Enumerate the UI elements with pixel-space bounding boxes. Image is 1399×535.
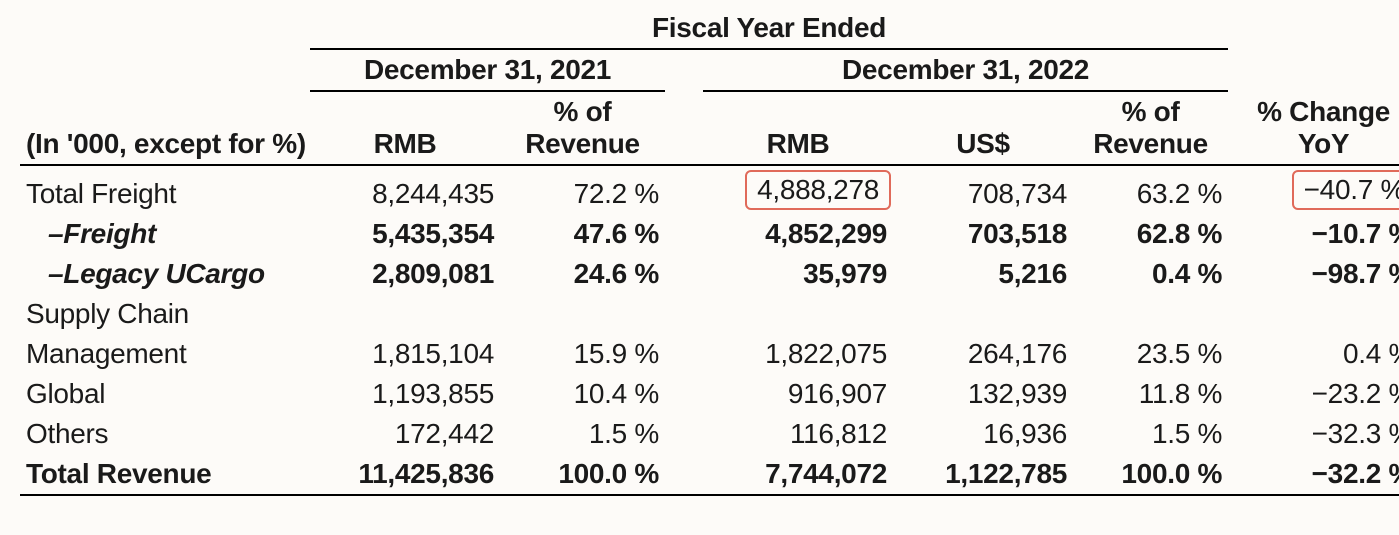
cell-rmb-2021: 2,809,081: [310, 254, 500, 294]
cell-pct-2021: 10.4 %: [500, 374, 665, 414]
cell-pct-2022: 1.5 %: [1073, 414, 1228, 454]
cell-rmb-2022: 916,907: [703, 374, 893, 414]
pct-2021-header: % ofRevenue: [500, 91, 665, 165]
cell-yoy: −98.7 %: [1228, 254, 1399, 294]
cell-pct-2022: 62.8 %: [1073, 214, 1228, 254]
row-label: Supply Chain: [20, 294, 310, 334]
cell-rmb-2021: 5,435,354: [310, 214, 500, 254]
table-row: Others172,4421.5 %116,81216,9361.5 %−32.…: [20, 414, 1399, 454]
row-label: –Legacy UCargo: [20, 254, 310, 294]
cell-pct-2022: 11.8 %: [1073, 374, 1228, 414]
table-row: Management1,815,10415.9 % 1,822,075264,17…: [20, 334, 1399, 374]
cell-pct-2021: 1.5 %: [500, 414, 665, 454]
cell-rmb-2022: 4,852,299: [703, 214, 893, 254]
cell: 264,176: [893, 334, 1073, 374]
row-label-header: (In '000, except for %): [26, 128, 306, 159]
cell-rmb-2021: 172,442: [310, 414, 500, 454]
cell: 15.9 %: [500, 334, 665, 374]
cell-usd-2022: 1,122,785: [893, 454, 1073, 495]
cell-usd-2022: 132,939: [893, 374, 1073, 414]
table-header: (In '000, except for %) Fiscal Year Ende…: [20, 8, 1399, 165]
table-row: Global1,193,85510.4 % 916,907132,93911.8 …: [20, 374, 1399, 414]
cell-pct-2022: 100.0 %: [1073, 454, 1228, 495]
revenue-table: (In '000, except for %) Fiscal Year Ende…: [20, 8, 1399, 496]
cell-yoy: −40.7 %: [1228, 165, 1399, 214]
cell-yoy: −32.2 %: [1228, 454, 1399, 495]
cell-rmb-2021: 1,193,855: [310, 374, 500, 414]
row-label: Total Freight: [20, 165, 310, 214]
cell-rmb-2022: 116,812: [703, 414, 893, 454]
cell-yoy: −23.2 %: [1228, 374, 1399, 414]
cell-usd-2022: 708,734: [893, 165, 1073, 214]
cell: 1,815,104: [310, 334, 500, 374]
cell-rmb-2022: 7,744,072: [703, 454, 893, 495]
pct-2022-header: % ofRevenue: [1073, 91, 1228, 165]
rmb-2021-header: RMB: [310, 91, 500, 165]
cell-rmb-2021: 11,425,836: [310, 454, 500, 495]
cell-pct-2022: 0.4 %: [1073, 254, 1228, 294]
cell: 0.4 %: [1228, 334, 1399, 374]
table-row: –Freight5,435,35447.6 % 4,852,299703,5186…: [20, 214, 1399, 254]
yoy-header: % ChangeYoY: [1234, 96, 1399, 160]
cell-usd-2022: 5,216: [893, 254, 1073, 294]
row-label: Total Revenue: [20, 454, 310, 495]
cell-rmb-2021: 8,244,435: [310, 165, 500, 214]
cell: 1,822,075: [703, 334, 893, 374]
table-row: Total Freight8,244,43572.2 % 4,888,278708…: [20, 165, 1399, 214]
cell-yoy: −32.3 %: [1228, 414, 1399, 454]
row-label: Global: [20, 374, 310, 414]
cell-usd-2022: 703,518: [893, 214, 1073, 254]
cell-rmb-2022: 35,979: [703, 254, 893, 294]
cell: 23.5 %: [1073, 334, 1228, 374]
period-2021-header: December 31, 2021: [310, 49, 665, 91]
cell-pct-2021: 100.0 %: [500, 454, 665, 495]
table-row: Total Revenue11,425,836100.0 %7,744,0721…: [20, 454, 1399, 495]
cell-pct-2021: 47.6 %: [500, 214, 665, 254]
cell-pct-2022: 63.2 %: [1073, 165, 1228, 214]
table-row: –Legacy UCargo2,809,08124.6 % 35,9795,216…: [20, 254, 1399, 294]
table-row: Supply Chain: [20, 294, 1399, 334]
cell-rmb-2022: 4,888,278: [703, 165, 893, 214]
cell-usd-2022: 16,936: [893, 414, 1073, 454]
row-label: Management: [20, 334, 310, 374]
row-label: –Freight: [20, 214, 310, 254]
row-label: Others: [20, 414, 310, 454]
usd-2022-header: US$: [893, 91, 1073, 165]
financial-table-page: (In '000, except for %) Fiscal Year Ende…: [0, 0, 1399, 535]
cell-pct-2021: 72.2 %: [500, 165, 665, 214]
cell-yoy: −10.7 %: [1228, 214, 1399, 254]
super-header: Fiscal Year Ended: [310, 8, 1228, 49]
table-body: Total Freight8,244,43572.2 % 4,888,278708…: [20, 165, 1399, 495]
period-2022-header: December 31, 2022: [703, 49, 1228, 91]
cell-pct-2021: 24.6 %: [500, 254, 665, 294]
rmb-2022-header: RMB: [703, 91, 893, 165]
